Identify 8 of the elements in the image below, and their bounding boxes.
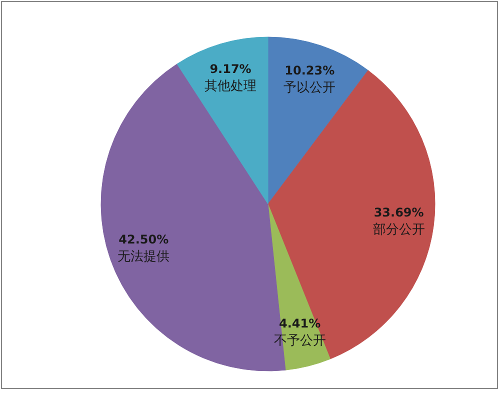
data-label: 9.17% (210, 62, 252, 76)
data-label: 42.50% (118, 232, 169, 247)
slice-label: 其他处理 (204, 79, 257, 94)
slice-label: 予以公开 (284, 80, 336, 96)
slice-label: 无法提供 (118, 250, 170, 265)
data-label: 33.69% (374, 206, 424, 220)
slice-label: 部分公开 (372, 222, 425, 238)
data-label: 10.23% (284, 63, 335, 78)
